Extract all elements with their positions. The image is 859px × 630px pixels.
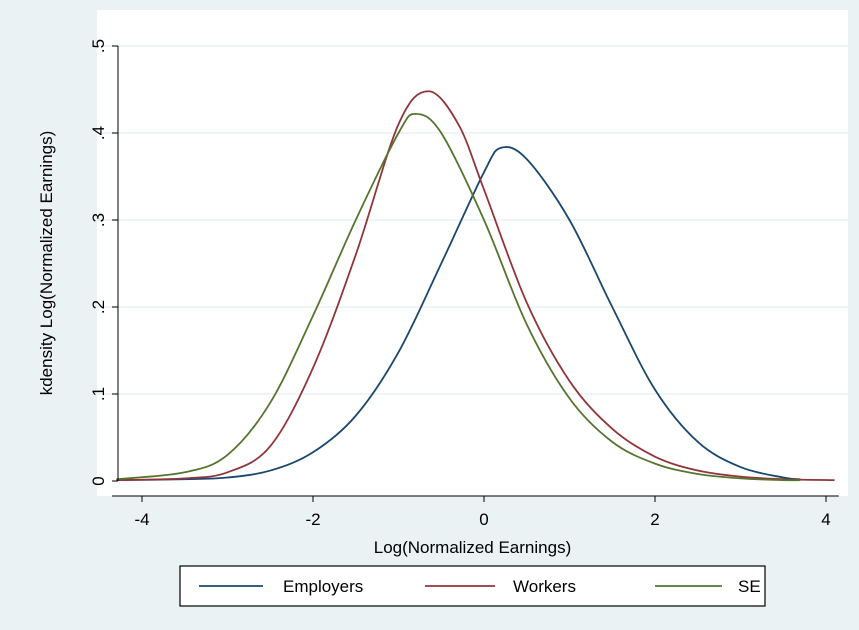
legend-label: Workers bbox=[513, 577, 576, 596]
series-line-se bbox=[116, 112, 801, 482]
series-lines bbox=[116, 90, 835, 482]
tick-labels: 0 .1 .2 .3 .4 .5 -4 -2 0 2 4 bbox=[89, 39, 831, 529]
plot-area bbox=[97, 10, 848, 496]
legend-label: Employers bbox=[283, 577, 363, 596]
grid-lines bbox=[97, 45, 848, 395]
legend: Employers Workers SE bbox=[179, 565, 766, 607]
y-tick-label: 0 bbox=[89, 476, 108, 485]
y-tick-label: .5 bbox=[89, 39, 108, 53]
y-tick-label: .2 bbox=[89, 300, 108, 314]
x-tick-label: 4 bbox=[821, 510, 830, 529]
axes bbox=[112, 45, 839, 502]
legend-item-se: SE bbox=[655, 577, 761, 596]
y-tick-label: .3 bbox=[89, 213, 108, 227]
legend-item-workers: Workers bbox=[425, 577, 576, 596]
x-tick-label: 2 bbox=[650, 510, 659, 529]
legend-item-employers: Employers bbox=[199, 577, 363, 596]
legend-label: SE bbox=[738, 577, 761, 596]
series-line-workers bbox=[116, 90, 835, 482]
x-axis-title: Log(Normalized Earnings) bbox=[374, 538, 571, 557]
x-tick-label: -4 bbox=[134, 510, 149, 529]
y-tick-label: .1 bbox=[89, 387, 108, 401]
y-tick-label: .4 bbox=[89, 126, 108, 140]
x-tick-label: 0 bbox=[479, 510, 488, 529]
series-line-employers bbox=[116, 146, 801, 482]
legend-items: Employers Workers SE bbox=[199, 577, 761, 596]
y-axis-title: kdensity Log(Normalized Earnings) bbox=[37, 131, 56, 396]
x-tick-label: -2 bbox=[305, 510, 320, 529]
